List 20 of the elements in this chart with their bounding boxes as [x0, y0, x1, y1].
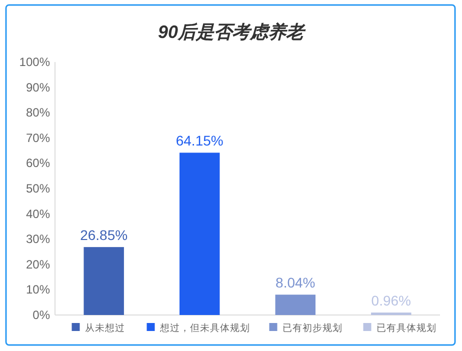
chart-title: 90后是否考虑养老 — [158, 22, 306, 42]
y-tick-label: 80% — [26, 106, 50, 120]
y-tick-label: 70% — [26, 130, 50, 145]
y-tick-label: 60% — [26, 156, 50, 170]
legend-label: 想过，但未具体规划 — [158, 322, 250, 334]
y-tick-label: 50% — [26, 182, 50, 196]
y-tick-label: 100% — [19, 55, 50, 69]
legend-label: 从未想过 — [84, 322, 125, 334]
data-label: 64.15% — [176, 132, 224, 149]
data-label: 26.85% — [80, 227, 128, 244]
y-tick-label: 90% — [26, 80, 50, 94]
legend-label: 已有具体规划 — [376, 322, 436, 334]
y-tick-label: 30% — [26, 232, 50, 246]
legend-label: 已有初步规划 — [282, 322, 342, 334]
data-label: 8.04% — [276, 274, 316, 291]
y-tick-label: 0% — [32, 308, 50, 322]
data-label: 0.96% — [371, 292, 412, 309]
y-tick-label: 20% — [26, 257, 50, 272]
y-tick-label: 10% — [26, 282, 50, 297]
y-tick-label: 40% — [26, 206, 50, 221]
